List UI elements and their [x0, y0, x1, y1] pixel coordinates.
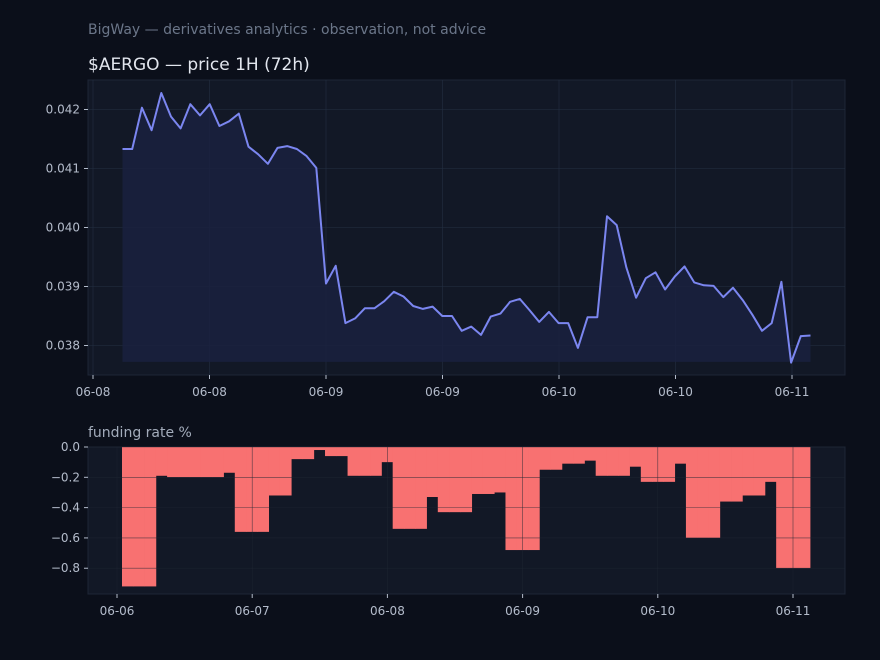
funding-bar — [505, 447, 518, 551]
funding-bar — [764, 447, 777, 482]
funding-bar — [449, 447, 461, 513]
funding-bar — [189, 447, 202, 478]
funding-bar — [403, 447, 416, 529]
price-chart: $AERGO — price 1H (72h) 0.0380.0390.0400… — [46, 55, 846, 399]
funding-bar — [719, 447, 732, 502]
funding-bar — [223, 447, 236, 473]
funding-chart-title: funding rate % — [88, 425, 192, 441]
funding-bar — [528, 447, 540, 551]
funding-bar — [561, 447, 574, 464]
price-y-tick-label: 0.039 — [46, 280, 80, 294]
funding-bar — [731, 447, 743, 502]
funding-x-axis: 06-06 06-07 06-08 06-09 06-10 06-11 — [100, 594, 811, 618]
funding-chart: funding rate % 0.0 −0.2 −0.4 −0.6 −0.8 06-06… — [51, 425, 846, 618]
funding-bar — [336, 447, 348, 457]
funding-bar — [133, 447, 145, 587]
funding-bar — [663, 447, 676, 482]
funding-bar — [753, 447, 766, 496]
funding-bar — [584, 447, 597, 461]
funding-bar — [234, 447, 247, 532]
funding-bar — [539, 447, 551, 470]
funding-x-tick-label: 06-07 — [235, 604, 270, 618]
funding-bar — [325, 447, 337, 457]
funding-x-tick-label: 06-08 — [370, 604, 405, 618]
funding-bar — [426, 447, 439, 498]
funding-y-axis: 0.0 −0.2 −0.4 −0.6 −0.8 — [51, 440, 88, 575]
funding-bar — [640, 447, 653, 482]
price-x-tick-label: 06-08 — [192, 385, 227, 399]
funding-bar — [122, 447, 134, 587]
funding-bar — [291, 447, 303, 460]
funding-bar — [742, 447, 755, 496]
price-y-tick-label: 0.041 — [46, 162, 80, 176]
funding-y-tick-label: −0.8 — [51, 561, 80, 575]
funding-x-tick-label: 06-09 — [505, 604, 540, 618]
funding-bar — [415, 447, 427, 529]
funding-bar — [708, 447, 721, 538]
funding-bar — [460, 447, 473, 513]
price-x-tick-label: 06-09 — [309, 385, 344, 399]
funding-bar — [370, 447, 382, 476]
funding-bar — [200, 447, 213, 478]
funding-bar — [155, 447, 168, 476]
price-y-tick-label: 0.042 — [46, 103, 80, 117]
funding-bar — [606, 447, 619, 476]
funding-bar — [697, 447, 709, 538]
funding-y-tick-label: 0.0 — [61, 440, 80, 454]
funding-bar — [302, 447, 315, 460]
page-subtitle: BigWay — derivatives analytics · observa… — [88, 22, 486, 38]
funding-bar — [494, 447, 506, 493]
funding-bar — [482, 447, 495, 494]
funding-bar — [573, 447, 585, 464]
price-x-axis: 06-08 06-08 06-09 06-09 06-10 06-10 06-11 — [76, 375, 810, 399]
funding-bar — [257, 447, 270, 532]
funding-bar — [550, 447, 563, 470]
price-area-fill — [122, 93, 811, 363]
funding-x-tick-label: 06-06 — [100, 604, 135, 618]
funding-x-tick-label: 06-10 — [640, 604, 675, 618]
funding-bar — [685, 447, 698, 538]
price-x-tick-label: 06-10 — [542, 385, 577, 399]
funding-bar — [437, 447, 450, 513]
funding-bar — [392, 447, 405, 529]
funding-bar — [268, 447, 281, 496]
price-y-axis: 0.038 0.039 0.040 0.041 0.042 — [46, 103, 88, 353]
funding-bar — [279, 447, 292, 496]
funding-bar — [471, 447, 484, 494]
funding-bar — [618, 447, 630, 476]
funding-bar — [358, 447, 371, 476]
price-series-line — [122, 92, 811, 364]
funding-bar — [178, 447, 191, 478]
funding-bar — [313, 447, 326, 451]
funding-bar — [347, 447, 360, 476]
price-x-tick-label: 06-08 — [76, 385, 111, 399]
price-x-tick-label: 06-10 — [658, 385, 693, 399]
price-y-tick-label: 0.040 — [46, 221, 80, 235]
price-x-tick-label: 06-09 — [425, 385, 460, 399]
funding-y-tick-label: −0.4 — [51, 501, 80, 515]
funding-bar — [144, 447, 157, 587]
price-y-tick-label: 0.038 — [46, 339, 80, 353]
funding-x-tick-label: 06-11 — [776, 604, 811, 618]
funding-y-tick-label: −0.6 — [51, 531, 80, 545]
funding-y-tick-label: −0.2 — [51, 470, 80, 484]
funding-bar — [167, 447, 179, 478]
funding-bar — [212, 447, 224, 478]
price-x-tick-label: 06-11 — [775, 385, 810, 399]
funding-grid — [88, 446, 845, 594]
price-chart-title: $AERGO — price 1H (72h) — [88, 55, 310, 75]
funding-bar — [674, 447, 687, 464]
funding-bar — [629, 447, 642, 467]
funding-bar — [595, 447, 608, 476]
